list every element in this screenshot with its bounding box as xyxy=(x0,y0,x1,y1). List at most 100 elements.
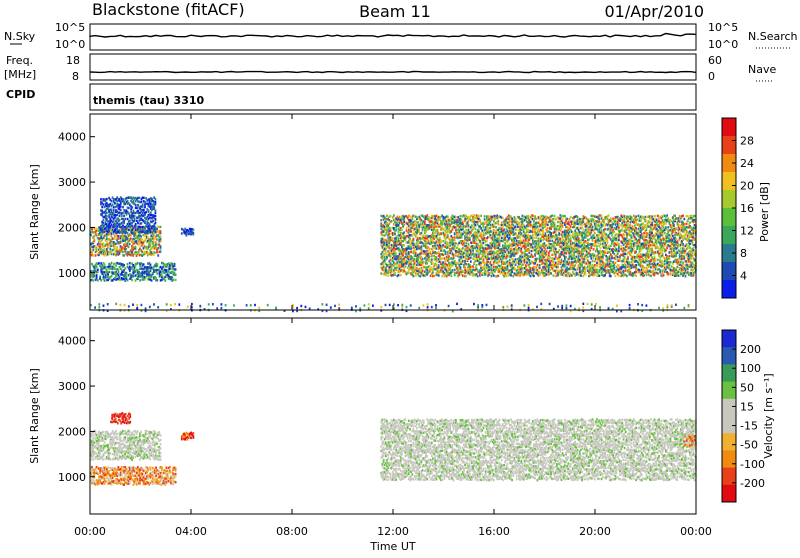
echo-cell xyxy=(447,253,449,255)
echo-cell xyxy=(383,263,385,265)
echo-cell xyxy=(550,247,552,249)
echo-cell xyxy=(137,262,139,264)
echo-cell xyxy=(402,254,404,256)
echo-cell xyxy=(621,229,623,231)
echo-cell xyxy=(129,262,131,264)
echo-cell xyxy=(454,248,456,250)
echo-cell xyxy=(625,269,627,271)
echo-cell xyxy=(124,218,126,220)
echo-cell xyxy=(615,262,617,264)
echo-cell xyxy=(155,243,157,245)
echo-cell xyxy=(520,260,522,262)
freq-label: Freq. xyxy=(6,54,33,67)
echo-cell xyxy=(105,276,107,278)
echo-cell xyxy=(114,268,116,270)
echo-cell xyxy=(131,240,133,242)
echo-cell xyxy=(559,217,561,219)
echo-cell xyxy=(601,229,603,231)
echo-cell xyxy=(550,228,552,230)
echo-cell xyxy=(111,275,113,277)
echo-cell xyxy=(596,245,598,247)
echo-cell xyxy=(603,221,605,223)
echo-cell xyxy=(534,262,536,264)
echo-cell xyxy=(470,231,472,233)
echo-cell xyxy=(588,271,590,273)
echo-cell xyxy=(510,248,512,250)
echo-cell xyxy=(557,266,559,268)
echo-cell xyxy=(447,234,449,236)
echo-cell xyxy=(139,279,141,281)
echo-cell xyxy=(561,259,563,261)
echo-cell xyxy=(526,261,528,263)
echo-cell xyxy=(486,272,488,274)
echo-cell xyxy=(450,275,452,277)
echo-cell xyxy=(486,240,488,242)
echo-cell xyxy=(573,242,575,244)
echo-cell xyxy=(570,240,572,242)
power-panel-background xyxy=(90,114,696,310)
echo-cell xyxy=(140,235,142,237)
echo-cell xyxy=(594,260,596,262)
echo-cell xyxy=(532,215,534,217)
echo-cell xyxy=(452,269,454,271)
echo-cell xyxy=(574,230,576,232)
echo-cell xyxy=(479,253,481,255)
echo-cell xyxy=(512,275,514,277)
echo-cell xyxy=(484,218,486,220)
echo-cell xyxy=(95,254,97,256)
echo-cell xyxy=(491,267,493,269)
echo-cell xyxy=(566,261,568,263)
echo-cell xyxy=(519,244,521,246)
echo-cell xyxy=(570,237,572,239)
echo-cell xyxy=(483,258,485,260)
echo-cell xyxy=(97,279,99,281)
echo-cell xyxy=(438,258,440,260)
echo-cell xyxy=(434,244,436,246)
echo-cell xyxy=(504,242,506,244)
echo-cell xyxy=(570,235,572,237)
echo-cell xyxy=(133,232,135,234)
echo-cell xyxy=(512,224,514,226)
echo-cell xyxy=(123,215,125,217)
echo-cell xyxy=(472,265,474,267)
echo-cell xyxy=(510,274,512,276)
echo-cell xyxy=(604,242,606,244)
echo-cell xyxy=(414,243,416,245)
echo-cell xyxy=(559,238,561,240)
echo-cell xyxy=(559,256,561,258)
echo-cell xyxy=(581,255,583,257)
echo-cell xyxy=(618,250,620,252)
echo-cell xyxy=(421,232,423,234)
echo-cell xyxy=(613,266,615,268)
echo-cell xyxy=(145,197,147,199)
echo-cell xyxy=(133,200,135,202)
echo-cell xyxy=(112,204,114,206)
echo-cell xyxy=(453,257,455,259)
echo-cell xyxy=(535,260,537,262)
echo-cell xyxy=(150,264,152,266)
echo-cell xyxy=(594,232,596,234)
echo-cell xyxy=(453,254,455,256)
echo-cell xyxy=(470,256,472,258)
echo-cell xyxy=(380,219,382,221)
echo-cell xyxy=(609,272,611,274)
echo-cell xyxy=(160,226,162,228)
echo-cell xyxy=(160,245,162,247)
echo-cell xyxy=(131,279,133,281)
echo-cell xyxy=(144,220,146,222)
echo-cell xyxy=(594,264,596,266)
echo-cell xyxy=(141,222,143,224)
echo-cell xyxy=(93,275,95,277)
echo-cell xyxy=(463,252,465,254)
echo-cell xyxy=(421,219,423,221)
freq-bottom-tick: 8 xyxy=(72,70,79,83)
echo-cell xyxy=(488,258,490,260)
echo-cell xyxy=(618,264,620,266)
echo-cell xyxy=(186,234,188,236)
echo-cell xyxy=(106,198,108,200)
echo-cell xyxy=(473,214,475,216)
echo-cell xyxy=(92,279,94,281)
echo-cell xyxy=(421,256,423,258)
echo-cell xyxy=(624,256,626,258)
echo-cell xyxy=(175,279,177,281)
